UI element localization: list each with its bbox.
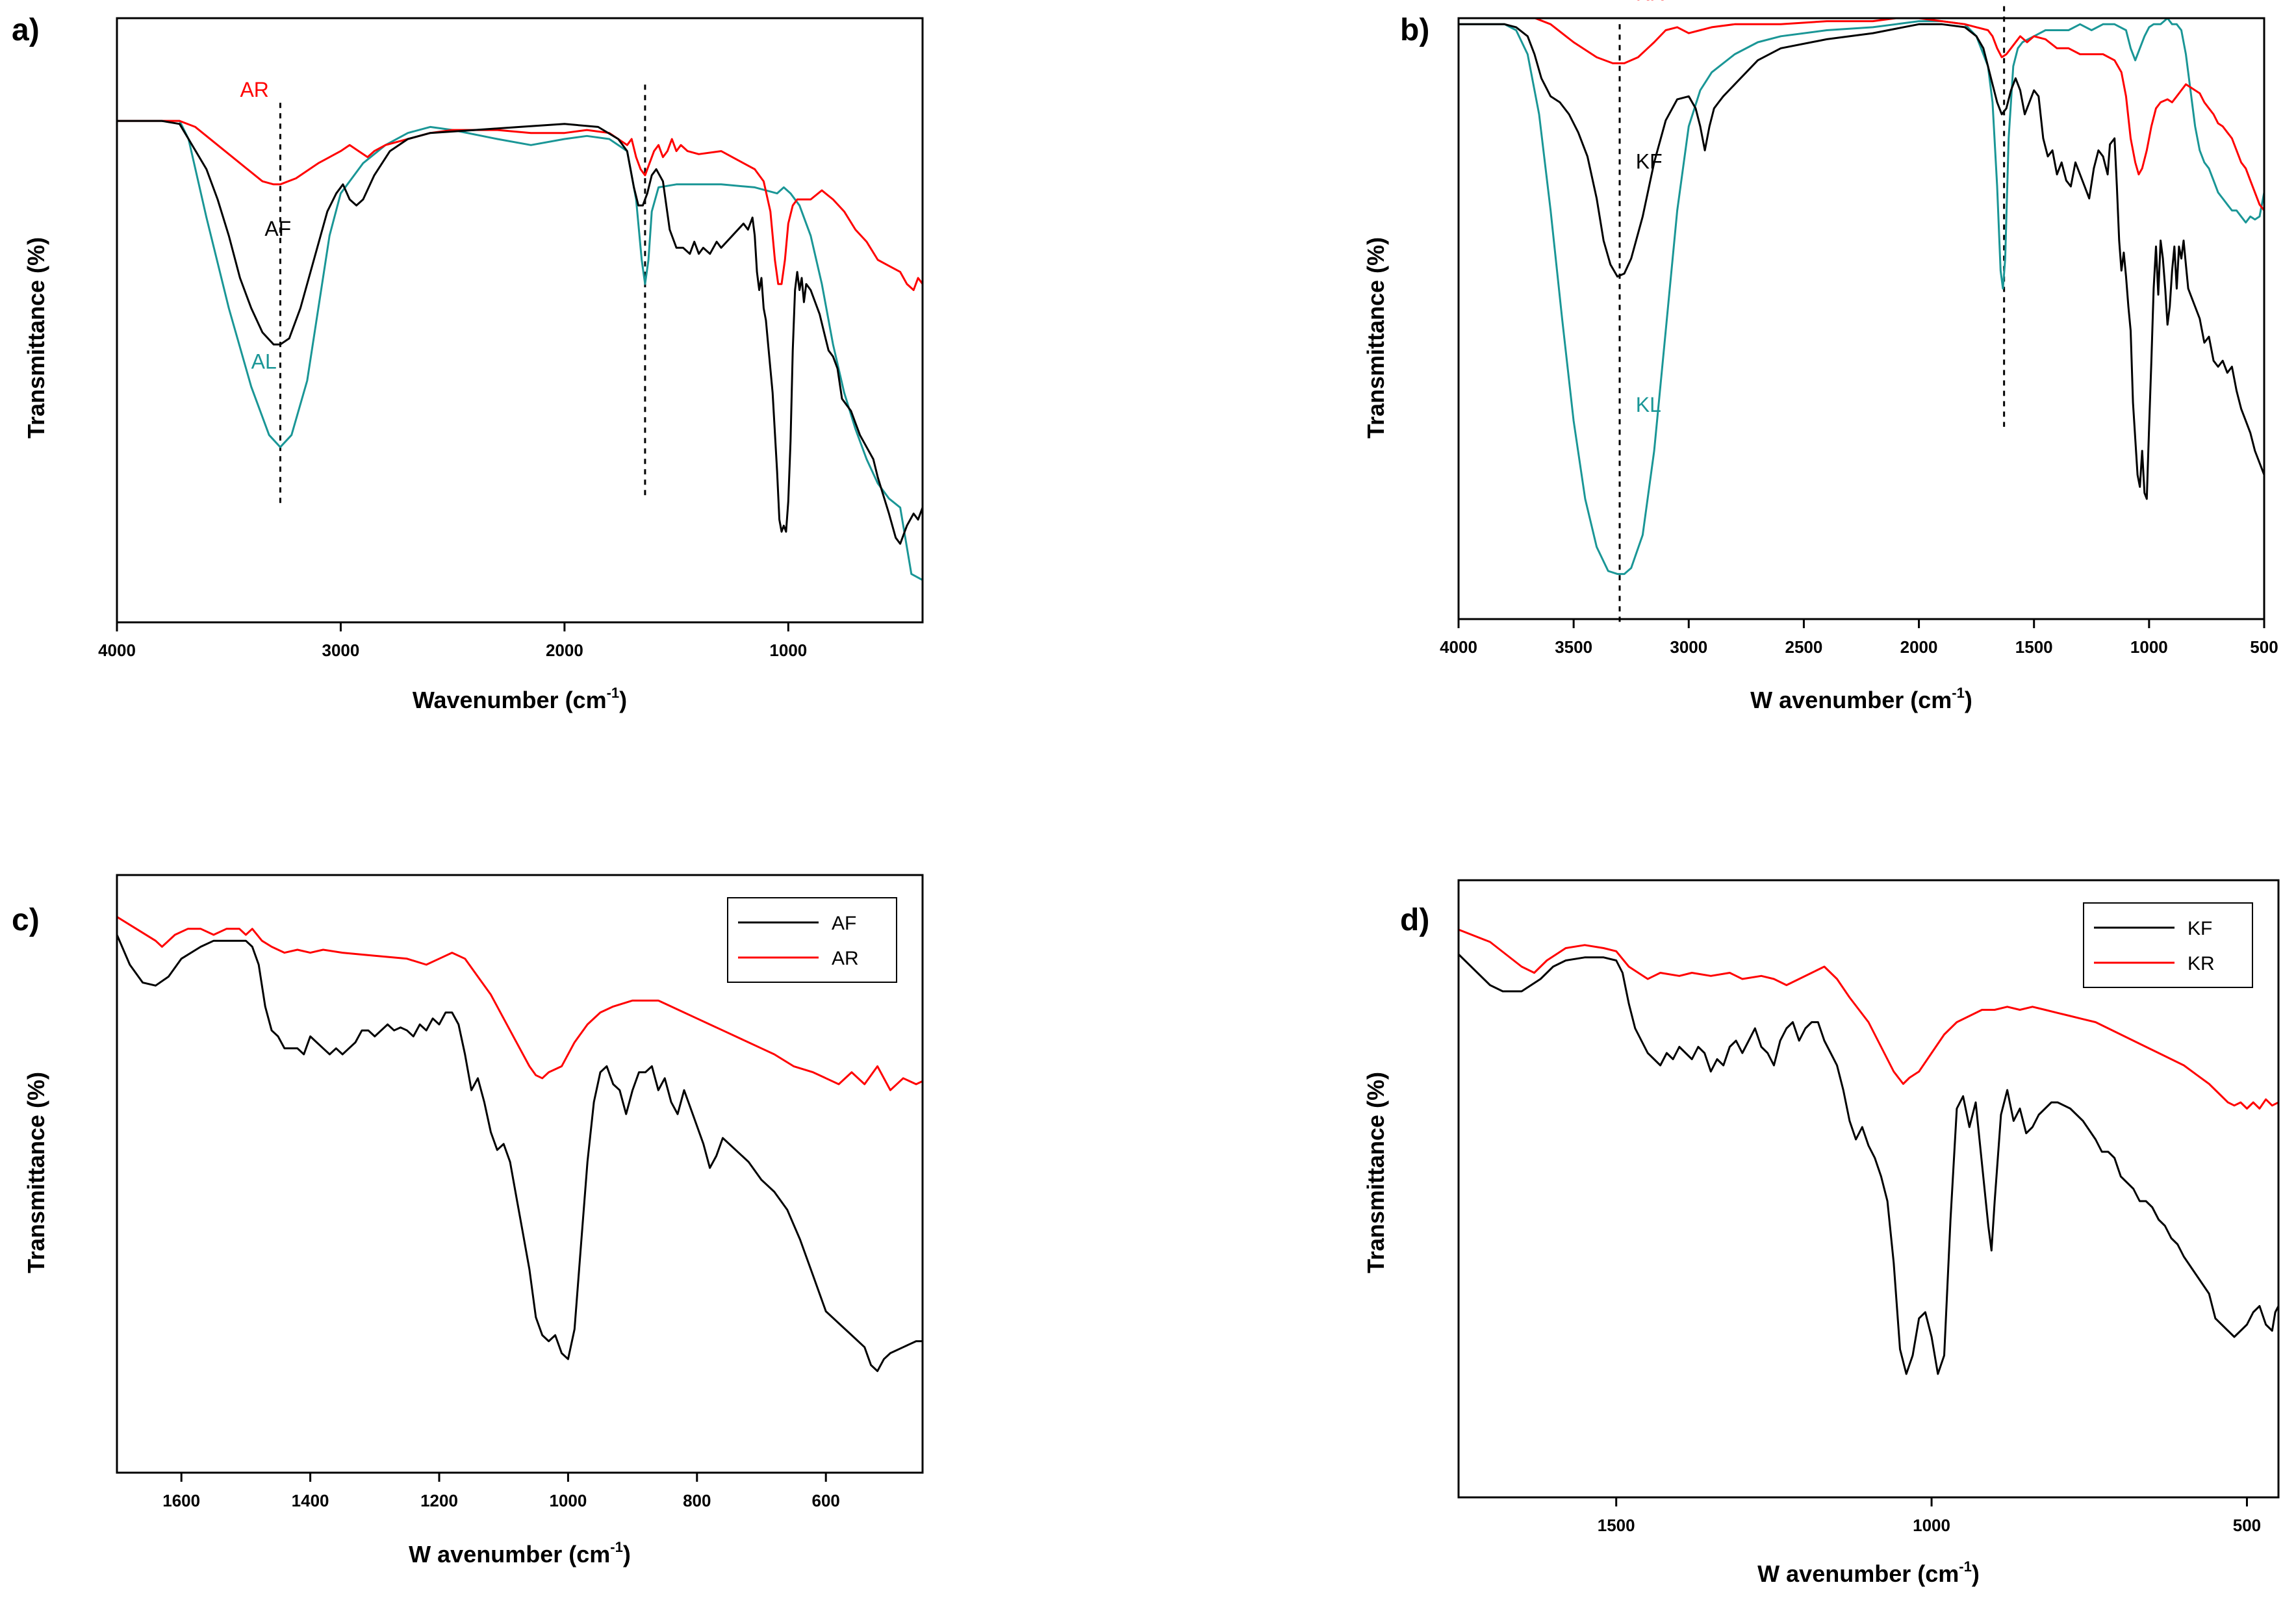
series-line-af [117,120,923,545]
legend: KF KR [2083,902,2253,988]
curve-label-af: AF [264,217,291,240]
legend-label-af: AF [832,913,856,934]
x-axis-title: W avenumber (cm-1) [1757,1558,1980,1587]
x-tick-label: 1000 [1913,1516,1950,1535]
x-tick-label: 500 [2250,637,2278,657]
legend-label-kr: KR [2188,953,2215,974]
x-axis-title: Wavenumber (cm-1) [413,685,627,713]
series-line-ar [117,120,923,291]
panel-c: c) 1600 1400 1200 1000 800 600 W avenumber (cm-… [12,874,924,1568]
legend-label-kf: KF [2188,918,2212,939]
x-axis-title-close: ) [623,1541,631,1568]
panel-label: a) [12,13,40,47]
series-group [1459,928,2278,1375]
x-tick-label: 2500 [1785,637,1823,657]
x-axis-title-close: ) [1965,687,1972,713]
series-line-ar [117,916,923,1091]
series-line-kr [1459,928,2278,1110]
series-group [117,120,923,581]
legend-box [2083,902,2253,988]
panel-a: a) 4000 3000 2000 1000 Wavenumber (cm-1) Trans… [12,13,924,713]
series-line-kf [1459,23,2264,500]
plot-frame [1457,17,2265,620]
y-axis-title: Transmittance (%) [1362,237,1389,438]
series-group [1459,18,2264,576]
x-tick-label: 1000 [2130,637,2168,657]
plot-frame [1457,879,2280,1499]
panel-label: d) [1400,903,1429,937]
legend: AF AR [727,897,897,983]
x-tick-label: 1500 [1598,1516,1635,1535]
plot-frame [116,17,924,624]
x-axis-title-sup: -1 [607,685,620,701]
x-tick-label: 1000 [769,641,807,660]
x-axis-title-main: W avenumber (cm [409,1541,610,1568]
x-axis-title: W avenumber (cm-1) [1750,685,1972,713]
x-axis-title-sup: -1 [1952,685,1965,701]
x-axis-title-close: ) [619,687,627,713]
series-line-af [117,934,923,1373]
series-line-kr [1532,18,2264,211]
x-tick-label: 4000 [98,641,136,660]
x-tick-label: 3000 [1670,637,1707,657]
curve-label-al: AL [251,349,277,373]
x-tick-label: 1600 [162,1491,200,1510]
series-line-al [117,120,923,581]
x-tick-label: 1500 [2015,637,2053,657]
x-tick-label: 1200 [420,1491,458,1510]
x-axis-title-main: W avenumber (cm [1757,1560,1959,1587]
x-axis-title-main: Wavenumber (cm [413,687,607,713]
x-tick-label: 2000 [1900,637,1938,657]
x-tick-label: 600 [812,1491,840,1510]
panel-label: c) [12,903,40,937]
series-line-kl [1459,18,2264,576]
plot-frame [116,874,924,1474]
x-tick-label: 500 [2233,1516,2261,1535]
panel-label: b) [1400,13,1429,47]
curve-label-kl: KL [1636,393,1661,416]
x-tick-label: 2000 [546,641,583,660]
x-axis-title: W avenumber (cm-1) [409,1539,631,1568]
series-group [117,916,923,1373]
legend-label-ar: AR [832,948,859,969]
panel-d: d) 1500 1000 500 W avenumber (cm-1) Transmitt… [1362,879,2280,1587]
x-axis-title-sup: -1 [610,1539,623,1555]
x-tick-label: 1400 [292,1491,329,1510]
x-tick-label: 800 [683,1491,711,1510]
x-tick-label: 3500 [1555,637,1592,657]
y-axis-title: Transmittance (%) [23,1072,49,1273]
y-axis-title: Transmittance (%) [1362,1072,1389,1273]
x-tick-label: 4000 [1440,637,1477,657]
curve-label-kf: KF [1636,149,1663,173]
x-tick-label: 1000 [549,1491,587,1510]
legend-box [727,897,897,983]
x-axis-title-sup: -1 [1959,1558,1972,1575]
x-axis-title-close: ) [1972,1560,1980,1587]
panel-b: b) 4000 3500 3000 2500 2000 1500 1000 500 W avenu… [1362,0,2278,713]
x-axis-title-main: W avenumber (cm [1750,687,1952,713]
y-axis-title: Transmittance (%) [23,237,49,438]
curve-label-kr: KR [1636,0,1665,5]
series-line-kf [1459,953,2278,1375]
x-tick-label: 3000 [322,641,360,660]
curve-label-ar: AR [240,78,268,101]
